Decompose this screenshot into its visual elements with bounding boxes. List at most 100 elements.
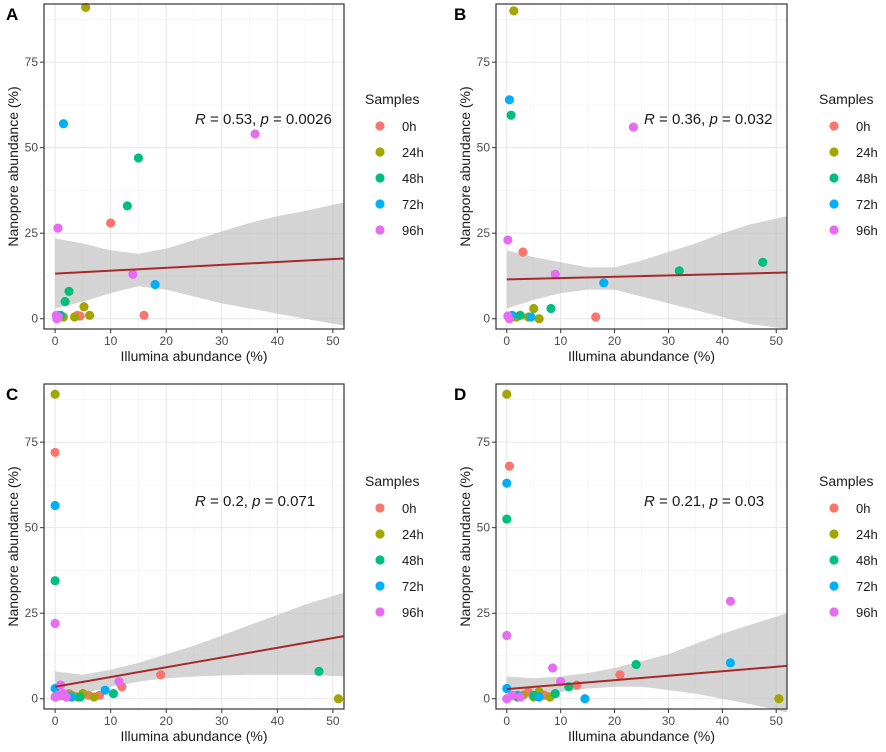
data-point-48h xyxy=(515,310,525,320)
legend-label-48h: 48h xyxy=(402,553,424,568)
legend-title: Samples xyxy=(819,91,873,107)
legend-key-96h xyxy=(375,225,385,235)
regression-line xyxy=(506,664,788,691)
data-point-24h xyxy=(84,310,95,320)
y-axis-title: Nanopore abundance (%) xyxy=(5,466,21,626)
chart-panel-b: 0 10 20 30 40 50 0 25 50 75 Illumina abundance (%)… xyxy=(454,3,878,364)
r-symbol: R xyxy=(195,111,206,128)
x-tick-label: 40 xyxy=(716,714,730,728)
legend-label-72h: 72h xyxy=(856,197,878,212)
legend-key-0h xyxy=(829,121,839,131)
data-point-0h xyxy=(139,310,149,320)
data-points xyxy=(503,6,768,324)
data-point-48h xyxy=(546,303,556,314)
y-tick-label: 25 xyxy=(477,226,491,240)
data-point-0h xyxy=(572,680,582,690)
p-value: = 0.071 xyxy=(260,493,315,510)
y-tick-label: 50 xyxy=(25,521,39,535)
y-tick-label: 0 xyxy=(31,692,38,706)
y-axis-title: Nanopore abundance (%) xyxy=(457,86,473,246)
legend-label-72h: 72h xyxy=(402,197,424,212)
y-tick-label: 75 xyxy=(477,435,491,449)
y-tick-label: 75 xyxy=(477,55,491,69)
data-point-72h xyxy=(599,278,609,288)
confidence-band xyxy=(55,202,344,326)
data-point-72h xyxy=(526,312,536,322)
data-point-48h xyxy=(108,689,119,699)
y-tick-label: 25 xyxy=(25,606,39,620)
r-value: = 0.21, xyxy=(655,493,710,510)
legend-label-0h: 0h xyxy=(856,119,870,134)
data-point-72h xyxy=(580,694,590,704)
x-tick-label: 20 xyxy=(160,334,174,348)
p-symbol: p xyxy=(708,111,717,128)
legend-label-72h: 72h xyxy=(402,579,424,594)
chart-panel-a: 0 10 20 30 40 50 0 25 50 75 Illumina abundance (%)… xyxy=(5,2,424,364)
data-point-48h xyxy=(674,266,684,276)
chart-panel-d: 0 10 20 30 40 50 0 25 50 75 Illumina abundance (%)… xyxy=(454,383,878,744)
legend-key-24h xyxy=(375,529,385,539)
confidence-band xyxy=(506,216,787,329)
y-tick-label: 25 xyxy=(25,226,39,240)
p-value: = 0.032 xyxy=(718,111,773,128)
x-tick-label: 10 xyxy=(554,714,568,728)
data-point-48h xyxy=(122,201,132,211)
data-point-72h xyxy=(534,692,544,702)
legend-key-48h xyxy=(375,173,385,183)
data-point-96h xyxy=(50,618,60,629)
data-point-24h xyxy=(509,6,519,16)
x-tick-label: 30 xyxy=(662,334,676,348)
x-tick-label: 20 xyxy=(608,714,622,728)
data-point-96h xyxy=(515,692,525,702)
data-point-0h xyxy=(504,461,515,471)
x-tick-label: 40 xyxy=(271,334,285,348)
data-point-24h xyxy=(69,312,80,322)
data-point-48h xyxy=(133,153,144,163)
data-point-96h xyxy=(547,663,558,673)
plot-border xyxy=(43,3,345,330)
legend-label-0h: 0h xyxy=(402,501,416,516)
panel-label: B xyxy=(454,5,466,24)
y-tick-label: 50 xyxy=(25,141,39,155)
legend-key-48h xyxy=(829,555,839,565)
data-point-24h xyxy=(89,692,99,702)
r-symbol: R xyxy=(644,493,655,510)
panel-label: D xyxy=(454,385,466,404)
data-point-48h xyxy=(631,659,641,670)
legend-label-48h: 48h xyxy=(402,171,424,186)
legend-key-72h xyxy=(829,199,839,209)
data-point-96h xyxy=(725,596,736,606)
y-tick-label: 75 xyxy=(25,55,39,69)
data-point-72h xyxy=(502,478,512,488)
legend-label-96h: 96h xyxy=(402,223,424,238)
legend: Samples 0h 24h 48h 72h 96h xyxy=(365,91,424,238)
r-value: = 0.36, xyxy=(655,111,710,128)
x-tick-label: 50 xyxy=(770,334,784,348)
y-tick-label: 50 xyxy=(477,141,491,155)
legend-label-72h: 72h xyxy=(856,579,878,594)
legend-label-48h: 48h xyxy=(856,171,878,186)
legend-key-72h xyxy=(829,581,839,591)
data-point-48h xyxy=(75,692,85,702)
stat-annotation: R = 0.53, p = 0.0026 xyxy=(195,111,332,128)
legend-title: Samples xyxy=(365,473,419,489)
legend-key-72h xyxy=(375,199,385,209)
data-point-96h xyxy=(250,129,260,139)
data-point-96h xyxy=(114,677,124,687)
x-tick-label: 0 xyxy=(503,714,510,728)
data-point-96h xyxy=(503,235,513,245)
data-point-96h xyxy=(58,689,69,699)
x-tick-label: 10 xyxy=(104,714,118,728)
x-tick-label: 50 xyxy=(326,334,340,348)
legend-label-96h: 96h xyxy=(856,223,878,238)
p-symbol: p xyxy=(259,111,268,128)
legend-key-24h xyxy=(829,147,839,157)
legend-label-24h: 24h xyxy=(856,145,878,160)
data-point-96h xyxy=(550,269,560,279)
x-tick-label: 40 xyxy=(271,714,285,728)
x-axis-title: Illumina abundance (%) xyxy=(568,728,715,744)
data-point-24h xyxy=(502,389,512,399)
data-point-0h xyxy=(518,247,528,257)
data-point-24h xyxy=(81,2,91,13)
x-tick-label: 30 xyxy=(215,714,229,728)
